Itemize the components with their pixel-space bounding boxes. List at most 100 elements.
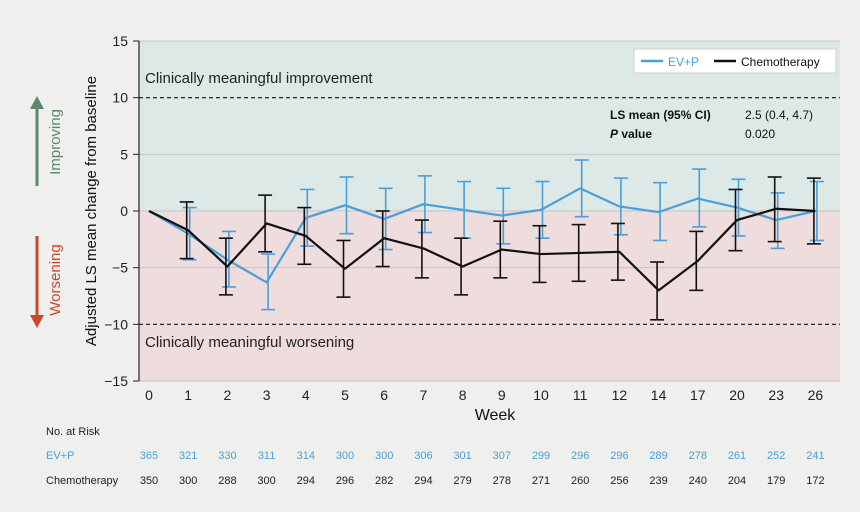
risk-value: 365 — [139, 450, 159, 462]
worsening-side-label: Worsening — [47, 244, 64, 315]
x-tick-label: 3 — [263, 387, 271, 403]
y-tick-label: −15 — [104, 373, 128, 389]
threshold-lines — [139, 97, 840, 325]
x-tick-label: 23 — [768, 387, 784, 403]
ls-mean-label: LS mean (95% CI) — [610, 108, 711, 122]
series-line — [148, 207, 816, 292]
risk-value: 204 — [727, 475, 747, 487]
risk-value: 260 — [571, 475, 590, 487]
risk-value: 294 — [414, 475, 433, 487]
risk-value: 172 — [806, 475, 825, 487]
x-tick-label: 6 — [380, 387, 388, 403]
worsening-indicator: Worsening — [30, 236, 64, 328]
risk-value: 256 — [610, 475, 629, 487]
risk-table: No. at Risk EV+P 365 321 330 311 314 300 300 30… — [0, 420, 860, 512]
series-layer — [148, 159, 824, 321]
risk-value: 288 — [218, 475, 237, 487]
x-tick-label: 9 — [498, 387, 506, 403]
risk-value: 299 — [531, 450, 551, 462]
improving-indicator: Improving — [30, 96, 64, 186]
risk-value: 241 — [806, 450, 825, 462]
y-tick-label: 0 — [120, 203, 128, 219]
risk-value: 301 — [453, 450, 472, 462]
series-ev-p — [148, 159, 824, 311]
y-axis-title: Adjusted LS mean change from baseline — [83, 76, 100, 346]
risk-table-title-row: No. at Risk — [0, 426, 860, 444]
x-axis-title: Week — [475, 407, 517, 420]
improvement-label: Clinically meaningful improvement — [145, 70, 373, 87]
improving-arrow-head — [30, 96, 44, 109]
risk-value: 239 — [649, 475, 668, 487]
y-tick-label: 10 — [112, 90, 128, 106]
x-tick-label: 7 — [420, 387, 428, 403]
series-chemotherapy — [148, 176, 821, 321]
risk-value: 300 — [375, 450, 394, 462]
risk-value: 296 — [335, 475, 355, 487]
worsening-label: Clinically meaningful worsening — [145, 334, 354, 351]
risk-value: 311 — [257, 450, 276, 462]
risk-value: 330 — [218, 450, 237, 462]
risk-table-title: No. at Risk — [46, 426, 100, 438]
risk-value: 321 — [179, 450, 198, 462]
risk-value: 261 — [727, 450, 747, 462]
x-tick-label: 20 — [729, 387, 745, 403]
x-tick-label: 2 — [224, 387, 232, 403]
x-tick-label: 1 — [184, 387, 192, 403]
x-tick-label: 4 — [302, 387, 310, 403]
y-tick-label: 15 — [112, 33, 128, 49]
risk-value: 278 — [492, 475, 511, 487]
y-tick-label: 5 — [120, 146, 128, 162]
x-tick-label: 17 — [690, 387, 706, 403]
y-tick-label: −10 — [104, 316, 128, 332]
x-tick-label: 12 — [612, 387, 628, 403]
risk-value: 289 — [649, 450, 668, 462]
risk-value: 252 — [767, 450, 786, 462]
risk-row-ev-p: EV+P 365 321 330 311 314 300 300 306 301 307 299 29… — [0, 450, 860, 468]
series-line — [148, 187, 816, 284]
risk-row-chemotherapy: Chemotherapy 350 300 288 300 294 296 282 294 279… — [0, 475, 860, 493]
risk-value: 314 — [296, 450, 315, 462]
legend-label-chemotherapy: Chemotherapy — [741, 55, 820, 69]
risk-value: 296 — [610, 450, 629, 462]
risk-row-label: Chemotherapy — [46, 475, 119, 487]
p-value: 0.020 — [745, 127, 775, 141]
x-tick-label: 26 — [808, 387, 824, 403]
risk-value: 294 — [296, 475, 315, 487]
x-tick-label: 8 — [459, 387, 467, 403]
x-tick-label: 14 — [651, 387, 667, 403]
legend-label-ev-p: EV+P — [668, 55, 699, 69]
p-value-label: P value — [610, 127, 652, 141]
improving-label: Improving — [47, 109, 64, 175]
risk-value: 278 — [688, 450, 707, 462]
risk-value: 300 — [257, 475, 276, 487]
legend: EV+P Chemotherapy — [633, 48, 837, 74]
risk-value: 350 — [139, 475, 159, 487]
risk-value: 300 — [179, 475, 198, 487]
x-tick-label: 10 — [533, 387, 549, 403]
risk-value: 279 — [453, 475, 472, 487]
worsening-band — [139, 211, 840, 381]
ls-mean-value: 2.5 (0.4, 4.7) — [745, 108, 813, 122]
x-tick-label: 11 — [573, 387, 588, 403]
risk-row-label: EV+P — [46, 450, 75, 462]
risk-value: 300 — [335, 450, 355, 462]
y-ticks: 15 10 5 0 −5 −10 −15 — [104, 33, 139, 389]
gridlines — [139, 40, 840, 382]
p-suffix: value — [618, 127, 652, 141]
x-tick-label: 0 — [145, 387, 153, 403]
risk-value: 271 — [531, 475, 551, 487]
risk-value: 179 — [767, 475, 786, 487]
stats-box: LS mean (95% CI) 2.5 (0.4, 4.7) P value … — [610, 108, 813, 141]
risk-value: 296 — [571, 450, 590, 462]
p-italic: P — [610, 127, 619, 141]
risk-value: 306 — [414, 450, 433, 462]
risk-value: 307 — [492, 450, 511, 462]
x-tick-label: 5 — [341, 387, 349, 403]
risk-value: 240 — [688, 475, 707, 487]
risk-value: 282 — [375, 475, 394, 487]
worsening-arrow-head — [30, 315, 44, 328]
y-tick-label: −5 — [112, 260, 128, 276]
x-ticks: 0 1 2 3 4 5 6 7 8 9 10 11 12 14 17 20 23 26 — [145, 387, 823, 403]
